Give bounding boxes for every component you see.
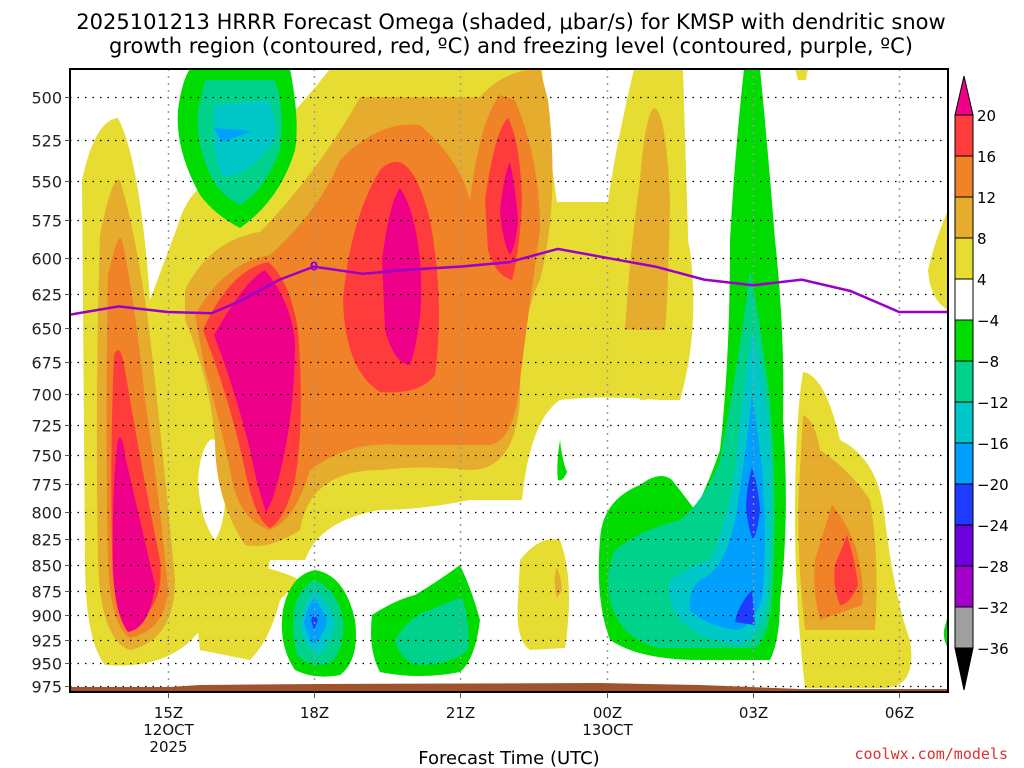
- y-tick-label: 775: [31, 476, 62, 495]
- y-tick-label: 575: [31, 212, 62, 231]
- omega-region-red-far-right: [834, 535, 858, 605]
- omega-region-green-far-right: [943, 615, 948, 648]
- omega-region-cyan-topleft: [213, 100, 276, 177]
- omega-region-magenta-center: [382, 188, 422, 365]
- x-axis-label: Forecast Time (UTC): [418, 748, 599, 768]
- colorbar-label: −12: [977, 394, 1009, 412]
- credit-text: coolwx.com/models: [854, 745, 1008, 763]
- colorbar-label: −8: [977, 353, 999, 371]
- vertical-gridlines: [167, 69, 901, 692]
- colorbar-bin: [954, 442, 974, 485]
- y-tick-label: 800: [31, 504, 62, 523]
- colorbar: 20 16 12 8 4 −4 −8 −12 −16 −20 −24 −28 −32 −36: [954, 75, 1009, 691]
- omega-region-yellow-lower-left: [190, 560, 300, 660]
- y-tick-label: 925: [31, 632, 62, 651]
- colorbar-bin: [954, 565, 974, 608]
- omega-shading-over-20: [112, 162, 518, 632]
- colorbar-label: −32: [977, 599, 1009, 617]
- y-tick-label: 650: [31, 320, 62, 339]
- colorbar-bin: [954, 237, 974, 280]
- freezing-level-label: 0: [310, 260, 318, 274]
- omega-region-blue-03z: [689, 395, 765, 630]
- colorbar-bin: [954, 524, 974, 567]
- chart-title-line-2: growth region (contoured, red, ºC) and f…: [109, 34, 913, 58]
- x-tick-label: 18Z: [300, 704, 329, 722]
- omega-region-magenta-left: [112, 437, 155, 632]
- omega-region-magenta-right: [500, 162, 518, 255]
- freezing-level-contour: [70, 247, 948, 316]
- y-tick-label: 950: [31, 655, 62, 674]
- colorbar-bin: [954, 278, 974, 321]
- omega-region-yellow-far-right: [928, 210, 948, 310]
- x-tick-label: 03Z: [739, 704, 768, 722]
- x-tick-label: 12OCT: [143, 721, 194, 739]
- colorbar-label: −36: [977, 640, 1009, 658]
- omega-region-yellow-small-lower: [517, 539, 569, 650]
- colorbar-bin: [954, 319, 974, 362]
- colorbar-label: −20: [977, 476, 1009, 494]
- y-tick-label: 750: [31, 447, 62, 466]
- y-axis: 500 525 550 575 600 625 650 675 700 725 750 775 800 8…: [31, 89, 70, 697]
- x-tick-label: 2025: [149, 738, 187, 756]
- y-tick-label: 700: [31, 386, 62, 405]
- x-tick-label: 00Z: [593, 704, 622, 722]
- colorbar-label: 8: [977, 230, 987, 248]
- colorbar-label: 16: [977, 148, 996, 166]
- y-tick-label: 625: [31, 286, 62, 305]
- y-tick-label: 875: [31, 583, 62, 602]
- y-tick-label: 500: [31, 89, 62, 108]
- omega-region-darkyellow-small: [554, 568, 562, 598]
- y-tick-label: 825: [31, 531, 62, 550]
- plot-frame: [69, 68, 949, 693]
- colorbar-bin: [954, 114, 974, 157]
- omega-region-green-sliver: [557, 440, 567, 481]
- x-tick-label: 21Z: [446, 704, 475, 722]
- y-tick-label: 675: [31, 354, 62, 373]
- omega-region-teal-21z: [395, 598, 469, 665]
- colorbar-bin: [954, 606, 974, 649]
- colorbar-label: −24: [977, 517, 1009, 535]
- omega-region-blue-topleft: [214, 128, 252, 142]
- y-tick-label: 550: [31, 173, 62, 192]
- colorbar-label: 12: [977, 189, 996, 207]
- y-tick-label: 525: [31, 132, 62, 151]
- y-tick-label: 850: [31, 557, 62, 576]
- colorbar-label: 4: [977, 271, 987, 289]
- omega-region-magenta-mid-left: [214, 270, 295, 512]
- y-tick-label: 900: [31, 607, 62, 626]
- omega-region-darkyellow-right-strip: [625, 108, 670, 330]
- plot-area: 0: [70, 69, 948, 692]
- omega-region-white-notch: [542, 69, 634, 202]
- omega-region-yellow-top-right: [795, 69, 808, 80]
- colorbar-bin: [954, 483, 974, 526]
- colorbar-bin: [954, 196, 974, 239]
- x-tick-label: 13OCT: [582, 721, 633, 739]
- chart-title-line-1: 2025101213 HRRR Forecast Omega (shaded, …: [76, 10, 945, 34]
- y-tick-label: 600: [31, 250, 62, 269]
- colorbar-label: −16: [977, 435, 1009, 453]
- colorbar-bin: [954, 401, 974, 444]
- y-tick-label: 975: [31, 678, 62, 697]
- omega-shading-negative: [177, 69, 948, 677]
- colorbar-label: −4: [977, 312, 999, 330]
- y-tick-label: 725: [31, 417, 62, 436]
- x-tick-label: 15Z: [154, 704, 183, 722]
- colorbar-label: 20: [977, 107, 996, 125]
- colorbar-over-triangle: [954, 75, 974, 116]
- terrain-surface: [70, 683, 948, 692]
- colorbar-bin: [954, 360, 974, 403]
- colorbar-label: −28: [977, 558, 1009, 576]
- colorbar-bin: [954, 155, 974, 198]
- colorbar-under-triangle: [954, 647, 974, 691]
- omega-region-darkblue-03z-lower: [735, 590, 755, 625]
- x-tick-label: 06Z: [885, 704, 914, 722]
